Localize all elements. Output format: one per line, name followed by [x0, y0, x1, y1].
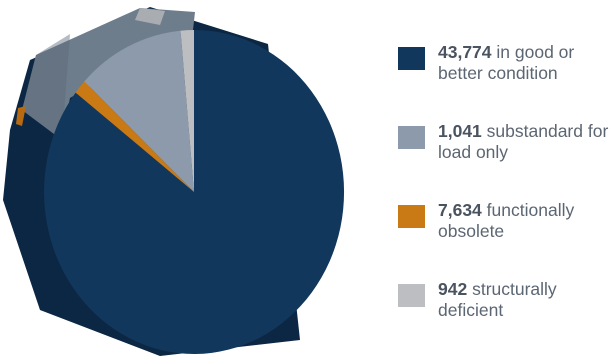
slice-structural — [180, 30, 194, 192]
legend-item-structural: 942 structurally deficient — [398, 279, 611, 321]
legend-text-obsolete: 7,634 functionally obsolete — [438, 200, 611, 242]
legend-label-substandard: substandard for load only — [438, 121, 609, 162]
legend-value-substandard: 1,041 — [438, 121, 482, 141]
legend-swatch-good — [398, 47, 425, 70]
slice-substandard — [84, 30, 194, 193]
legend-value-structural: 942 — [438, 279, 468, 299]
legend-swatch-obsolete — [398, 205, 425, 228]
legend-value-obsolete: 7,634 — [438, 200, 482, 220]
legend-text-structural: 942 structurally deficient — [438, 279, 611, 321]
legend-swatch-structural — [398, 284, 425, 307]
legend-value-good: 43,774 — [438, 42, 492, 62]
pie-chart — [3, 7, 345, 356]
legend-item-good: 43,774 in good or better condition — [398, 42, 611, 84]
legend-swatch-substandard — [398, 126, 425, 149]
pie-back-stripe — [22, 34, 70, 140]
legend-label-good: in good or better condition — [438, 42, 575, 83]
legend-text-substandard: 1,041 substandard for load only — [438, 121, 611, 163]
legend-item-obsolete: 7,634 functionally obsolete — [398, 200, 611, 242]
slice-edge-orange — [16, 106, 26, 126]
legend-label-structural: structurally deficient — [438, 279, 557, 320]
legend-text-good: 43,774 in good or better condition — [438, 42, 611, 84]
legend: 43,774 in good or better condition 1,041… — [398, 0, 611, 356]
slice-edge-gray — [135, 8, 165, 25]
slice-obsolete — [75, 81, 194, 192]
legend-label-obsolete: functionally obsolete — [438, 200, 575, 241]
slice-good — [44, 29, 345, 354]
legend-item-substandard: 1,041 substandard for load only — [398, 121, 611, 163]
